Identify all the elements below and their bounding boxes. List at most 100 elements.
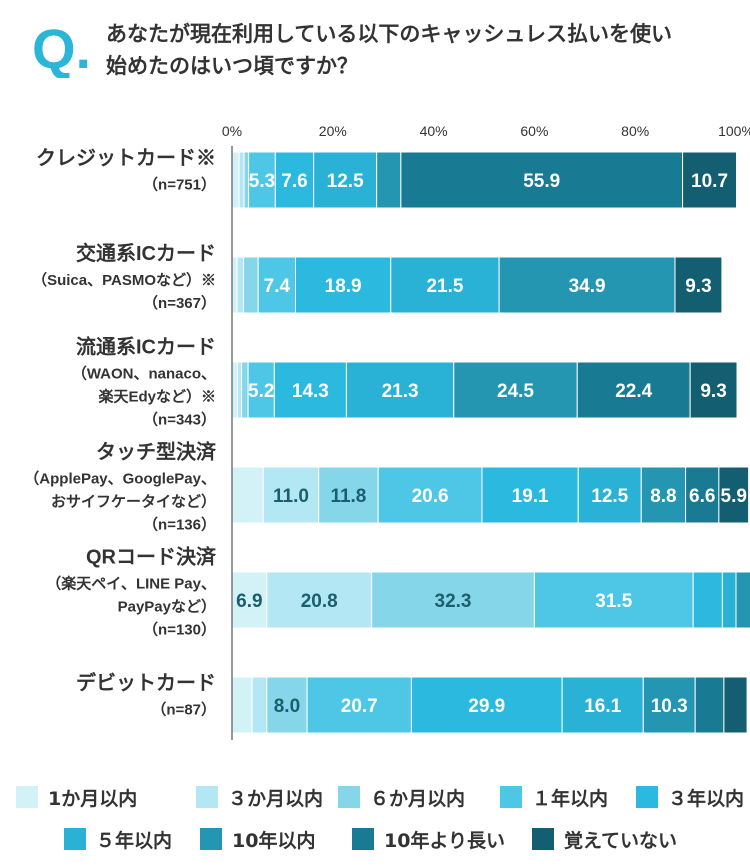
data-label: 9.3 bbox=[685, 276, 711, 297]
bar-segment bbox=[642, 676, 696, 734]
legend-item: ６か月以内 bbox=[338, 784, 465, 810]
data-label: 12.5 bbox=[591, 486, 628, 507]
legend-swatch bbox=[200, 828, 222, 850]
data-label: 6.9 bbox=[236, 591, 262, 612]
data-label: 21.3 bbox=[382, 381, 419, 402]
category-label: 流通系ICカード bbox=[76, 335, 216, 359]
bar-segment bbox=[248, 151, 276, 209]
legend-swatch bbox=[196, 786, 218, 808]
q-letter: Q. bbox=[32, 17, 91, 78]
legend-swatch bbox=[500, 786, 522, 808]
bar-segment bbox=[561, 676, 644, 734]
data-label: 31.5 bbox=[595, 591, 632, 612]
x-tick-label: 60% bbox=[520, 123, 548, 139]
bar-segment bbox=[453, 361, 578, 419]
data-label: 7.6 bbox=[281, 171, 307, 192]
category-sublabel: 楽天Edyなど）※ bbox=[98, 388, 216, 406]
legend-swatch bbox=[64, 828, 86, 850]
legend-swatch bbox=[636, 786, 658, 808]
data-label: 8.0 bbox=[274, 696, 300, 717]
data-label: 12.5 bbox=[327, 171, 364, 192]
x-tick-label: 100% bbox=[718, 123, 750, 139]
legend-swatch bbox=[338, 786, 360, 808]
bar-segment bbox=[247, 361, 275, 419]
data-label: 20.7 bbox=[341, 696, 378, 717]
bar-segment bbox=[257, 256, 297, 314]
bar-segment bbox=[231, 151, 240, 209]
category-sublabel: おサイフケータイなど） bbox=[51, 493, 216, 511]
bar-segment bbox=[237, 361, 243, 419]
bar-segment bbox=[689, 361, 738, 419]
category-label: QRコード決済 bbox=[86, 545, 217, 569]
category-sublabel: （WAON、nanaco、 bbox=[72, 365, 216, 383]
bar-segment bbox=[376, 151, 402, 209]
bar-segment bbox=[243, 256, 259, 314]
bar-segment bbox=[390, 256, 500, 314]
bar-segment bbox=[640, 466, 687, 524]
category-label: クレジットカード※ bbox=[36, 147, 216, 170]
question-text: あなたが現在利用している以下のキャッシュレス払いを使い 始めたのはいつ頃ですか？ bbox=[106, 18, 726, 82]
bar-segment bbox=[498, 256, 676, 314]
legend-label: ６か月以内 bbox=[370, 787, 466, 810]
bar-segment bbox=[262, 466, 320, 524]
bar-segment bbox=[345, 361, 455, 419]
data-label: 22.4 bbox=[615, 381, 652, 402]
data-label: 18.9 bbox=[325, 276, 362, 297]
bar-segment bbox=[273, 361, 347, 419]
category-sublabel: （n=130） bbox=[143, 621, 216, 639]
bar-segment bbox=[295, 256, 392, 314]
legend-label: 10年以内 bbox=[232, 829, 316, 852]
bar-segment bbox=[231, 361, 239, 419]
bar-segment bbox=[576, 361, 691, 419]
bar-segment bbox=[692, 571, 723, 629]
legend-swatch bbox=[16, 786, 38, 808]
legend-swatch bbox=[532, 828, 554, 850]
data-label: 55.9 bbox=[523, 171, 560, 192]
legend-item: ５年以内 bbox=[64, 826, 172, 852]
bar-segment bbox=[371, 571, 535, 629]
legend: 1か月以内 ３か月以内 ６か月以内 １年以内 ３年以内 ５年以内 10年以内 10年より長い 覚… bbox=[16, 778, 744, 858]
legend-label: ３年以内 bbox=[668, 787, 745, 810]
legend-item: １年以内 bbox=[500, 784, 608, 810]
data-label: 20.8 bbox=[301, 591, 338, 612]
bar-segment bbox=[533, 571, 694, 629]
legend-swatch bbox=[352, 828, 374, 850]
legend-item: 10年より長い bbox=[352, 826, 505, 852]
bar-segment bbox=[685, 466, 720, 524]
data-label: 10.3 bbox=[651, 696, 688, 717]
data-label: 29.9 bbox=[468, 696, 505, 717]
question-line-1: あなたが現在利用している以下のキャッシュレス払いを使い bbox=[106, 22, 672, 46]
category-sublabel: （Suica、PASMOなど）※ bbox=[32, 271, 216, 289]
question-line-2: 始めたのはいつ頃ですか？ bbox=[106, 54, 358, 78]
bar-segment bbox=[674, 256, 723, 314]
bar-segment bbox=[236, 256, 245, 314]
legend-label: ５年以内 bbox=[96, 829, 173, 852]
bar-segment bbox=[274, 151, 315, 209]
legend-label: 10年より長い bbox=[384, 829, 506, 852]
bar-segment bbox=[318, 466, 379, 524]
bar-segment bbox=[723, 676, 748, 734]
bar-segment bbox=[377, 466, 483, 524]
legend-item: ３か月以内 bbox=[196, 784, 323, 810]
bar-segment bbox=[410, 676, 563, 734]
bar-segment bbox=[735, 571, 750, 629]
data-label: 20.6 bbox=[412, 486, 449, 507]
legend-item: 10年以内 bbox=[200, 826, 315, 852]
category-sublabel: （n=136） bbox=[143, 516, 216, 534]
category-sublabel: PayPayなど） bbox=[118, 598, 216, 616]
category-sublabel: （n=367） bbox=[143, 294, 216, 312]
bar-segment bbox=[231, 466, 264, 524]
bar-segment bbox=[266, 676, 308, 734]
legend-item: 1か月以内 bbox=[16, 784, 137, 810]
data-label: 32.3 bbox=[435, 591, 472, 612]
category-label: タッチ型決済 bbox=[96, 440, 217, 464]
category-label: 交通系ICカード bbox=[76, 241, 216, 265]
data-label: 7.4 bbox=[264, 276, 291, 297]
bar-segment bbox=[718, 466, 750, 524]
x-tick-label: 20% bbox=[319, 123, 347, 139]
data-label: 19.1 bbox=[512, 486, 549, 507]
data-label: 21.5 bbox=[426, 276, 463, 297]
legend-item: 覚えていない bbox=[532, 826, 677, 852]
legend-label: 覚えていない bbox=[564, 829, 678, 852]
x-tick-label: 40% bbox=[420, 123, 448, 139]
